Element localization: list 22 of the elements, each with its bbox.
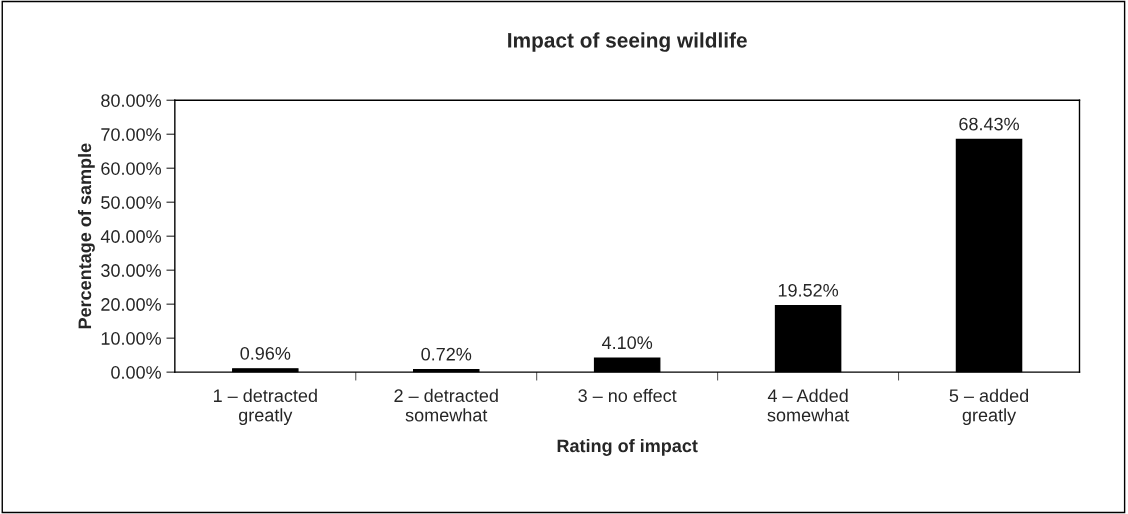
y-tick-label: 0.00%	[111, 366, 162, 379]
chart-title: Impact of seeing wildlife	[508, 32, 747, 52]
y-tick-label: 20.00%	[101, 298, 162, 311]
data-label: 0.96%	[240, 346, 291, 360]
data-label: 19.52%	[778, 283, 839, 297]
x-tick-label: 5 – added greatly	[949, 388, 1029, 426]
y-tick-label: 40.00%	[100, 230, 162, 243]
y-axis-title: Percentage of sample	[77, 143, 95, 329]
data-label: 0.72%	[421, 347, 472, 361]
y-tick-label: 70.00%	[101, 128, 162, 141]
y-tick-label: 30.00%	[101, 264, 162, 277]
x-tick-label: 1 – detracted greatly	[213, 388, 317, 426]
x-tick-label: 4 – Added somewhat	[767, 388, 850, 422]
data-label: 4.10%	[601, 336, 653, 350]
y-tick-label: 60.00%	[101, 162, 162, 175]
y-tick-label: 10.00%	[101, 332, 162, 345]
y-tick-label: 50.00%	[101, 196, 162, 209]
y-tick-label: 80.00%	[101, 94, 162, 107]
data-label: 68.43%	[959, 117, 1020, 131]
x-tick-label: 2 – detracted somewhat	[394, 388, 498, 422]
x-axis-title: Rating of impact	[557, 438, 698, 456]
x-tick-label: 3 – no effect	[578, 388, 677, 403]
